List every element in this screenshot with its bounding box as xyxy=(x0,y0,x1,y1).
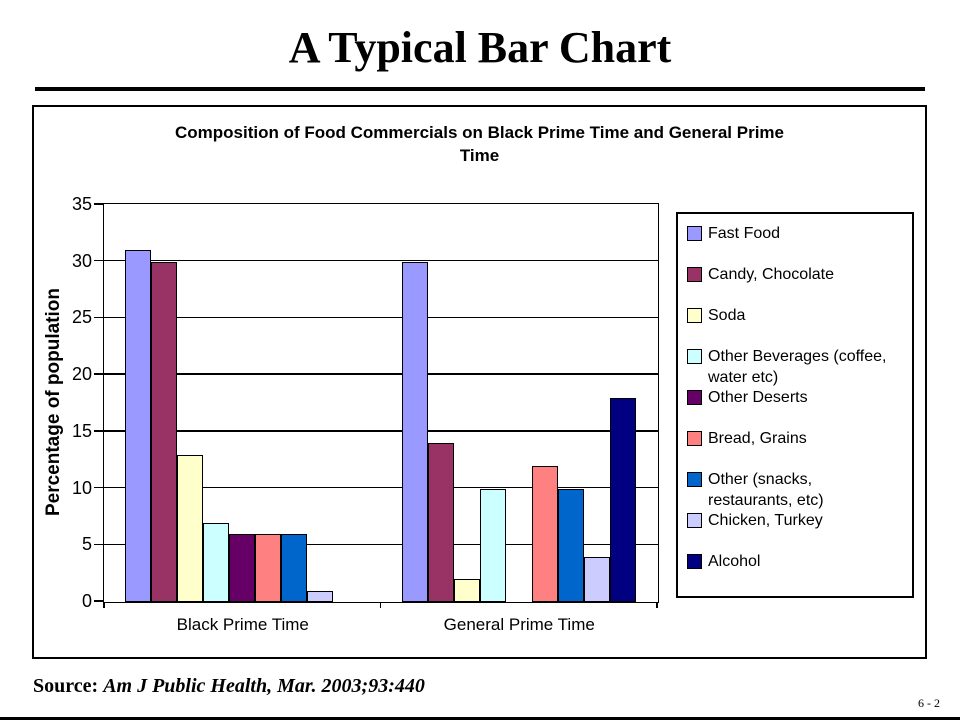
y-tick-mark-30 xyxy=(94,259,103,262)
y-tick-label-35: 35 xyxy=(71,194,92,214)
gridline-30 xyxy=(104,259,658,262)
legend-label-bread-grains: Bread, Grains xyxy=(708,430,807,447)
legend-item-other-deserts: Other Deserts xyxy=(687,387,910,428)
y-tick-label-15: 15 xyxy=(71,420,92,441)
bar-bread-grains-black-prime-time xyxy=(255,533,282,602)
gridline-10 xyxy=(104,486,658,489)
bar-candy-chocolate-general-prime-time xyxy=(427,443,454,602)
x-tick-mark-1 xyxy=(379,602,381,608)
gridline-25 xyxy=(104,316,658,319)
legend-label-fast-food: Fast Food xyxy=(708,225,781,242)
y-tick-mark-20 xyxy=(94,373,103,375)
legend-swatch-fast-food xyxy=(687,226,702,241)
x-tick-mark-0 xyxy=(103,602,105,608)
y-tick-label-10: 10 xyxy=(71,477,92,498)
source-label: Source: xyxy=(33,675,99,697)
y-tick-mark-35 xyxy=(94,203,103,205)
bar-soda-black-prime-time xyxy=(177,454,204,602)
bar-other-beverages-coffee-water-etc-black-prime-time xyxy=(203,522,230,602)
chart-frame: Composition of Food Commercials on Black… xyxy=(32,105,927,659)
chart-title: Composition of Food Commercials on Black… xyxy=(175,123,784,165)
legend-swatch-other-snacks-restaurants-etc xyxy=(687,472,702,487)
bar-other-snacks-restaurants-etc-general-prime-time xyxy=(557,488,584,602)
y-tick-mark-25 xyxy=(94,316,103,319)
bar-fast-food-black-prime-time xyxy=(125,250,152,602)
legend-label-candy-chocolate: Candy, Chocolate xyxy=(708,266,834,283)
legend: Fast Food Candy, Chocolate Soda Other Bever… xyxy=(676,212,914,598)
y-tick-label-20: 20 xyxy=(71,364,92,385)
bar-other-deserts-black-prime-time xyxy=(229,533,256,602)
bar-other-snacks-restaurants-etc-black-prime-time xyxy=(281,533,308,602)
y-tick-label-0: 0 xyxy=(81,591,92,611)
y-tick-label-25: 25 xyxy=(71,307,92,328)
bar-bread-grains-general-prime-time xyxy=(531,465,558,602)
legend-item-chicken-turkey: Chicken, Turkey xyxy=(687,510,910,551)
legend-swatch-chicken-turkey xyxy=(687,513,702,528)
plot-area xyxy=(103,203,659,603)
x-category-label-general-prime-time: General Prime Time xyxy=(443,615,595,634)
legend-item-other-beverages-coffee-water-etc: Other Beverages (coffee, water etc) xyxy=(687,346,910,387)
legend-item-soda: Soda xyxy=(687,305,910,346)
page-title: A Typical Bar Chart xyxy=(288,23,672,72)
bar-alcohol-general-prime-time xyxy=(609,397,636,602)
bar-soda-general-prime-time xyxy=(453,579,480,602)
legend-item-bread-grains: Bread, Grains xyxy=(687,428,910,469)
legend-swatch-bread-grains xyxy=(687,431,702,446)
legend-item-candy-chocolate: Candy, Chocolate xyxy=(687,264,910,305)
legend-label-soda: Soda xyxy=(708,307,746,324)
x-category-label-black-prime-time: Black Prime Time xyxy=(176,615,309,634)
y-tick-mark-0 xyxy=(94,600,103,602)
legend-swatch-other-beverages-coffee-water-etc xyxy=(687,349,702,364)
y-tick-mark-15 xyxy=(94,430,103,432)
x-tick-mark-2 xyxy=(656,602,658,608)
legend-label-other-snacks-restaurants-etc: Other (snacks, restaurants, etc) xyxy=(708,471,824,509)
legend-swatch-candy-chocolate xyxy=(687,267,702,282)
title-rule xyxy=(35,87,925,91)
gridline-15 xyxy=(104,430,658,432)
legend-swatch-alcohol xyxy=(687,554,702,569)
y-tick-label-30: 30 xyxy=(71,250,92,271)
legend-label-other-beverages-coffee-water-etc: Other Beverages (coffee, water etc) xyxy=(708,348,887,386)
page-number: 6 - 2 xyxy=(918,696,940,710)
legend-label-chicken-turkey: Chicken, Turkey xyxy=(708,512,823,529)
legend-item-other-snacks-restaurants-etc: Other (snacks, restaurants, etc) xyxy=(687,469,910,510)
bar-chicken-turkey-black-prime-time xyxy=(307,590,334,602)
gridline-5 xyxy=(104,543,658,546)
y-tick-mark-10 xyxy=(94,486,103,489)
y-tick-mark-5 xyxy=(94,543,103,546)
source-line: Source: Am J Public Health, Mar. 2003;93… xyxy=(33,675,425,698)
bottom-rule xyxy=(0,717,960,720)
legend-item-fast-food: Fast Food xyxy=(687,223,910,264)
y-tick-label-5: 5 xyxy=(81,534,92,555)
bar-candy-chocolate-black-prime-time xyxy=(151,261,178,602)
legend-item-alcohol: Alcohol xyxy=(687,551,910,592)
gridline-20 xyxy=(104,373,658,375)
legend-swatch-other-deserts xyxy=(687,390,702,405)
bar-chicken-turkey-general-prime-time xyxy=(583,556,610,602)
legend-label-alcohol: Alcohol xyxy=(708,553,761,570)
source-citation: Am J Public Health, Mar. 2003;93:440 xyxy=(103,675,425,697)
legend-swatch-soda xyxy=(687,308,702,323)
bar-fast-food-general-prime-time xyxy=(401,261,428,602)
legend-label-other-deserts: Other Deserts xyxy=(708,389,808,406)
bar-other-beverages-coffee-water-etc-general-prime-time xyxy=(479,488,506,602)
